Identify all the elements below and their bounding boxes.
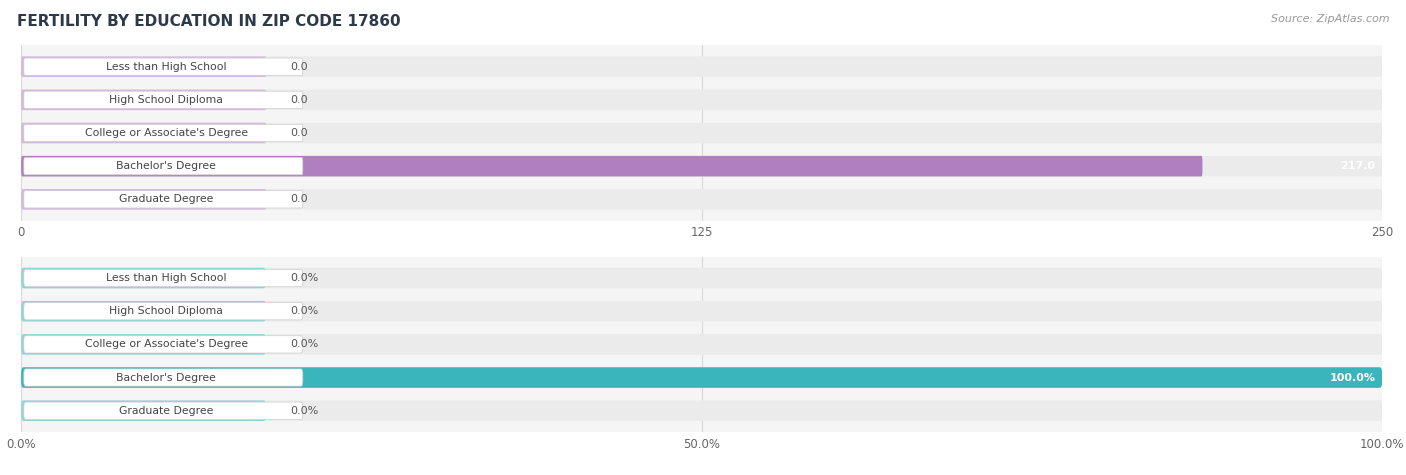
Text: College or Associate's Degree: College or Associate's Degree (84, 339, 247, 350)
FancyBboxPatch shape (24, 269, 302, 287)
FancyBboxPatch shape (21, 156, 1382, 176)
Text: High School Diploma: High School Diploma (110, 306, 224, 316)
FancyBboxPatch shape (24, 402, 302, 419)
Text: Less than High School: Less than High School (105, 273, 226, 283)
Text: 100.0%: 100.0% (1329, 372, 1375, 382)
FancyBboxPatch shape (24, 158, 302, 175)
Text: Bachelor's Degree: Bachelor's Degree (117, 372, 217, 382)
FancyBboxPatch shape (21, 334, 266, 355)
FancyBboxPatch shape (21, 123, 1382, 143)
FancyBboxPatch shape (21, 189, 266, 209)
FancyBboxPatch shape (24, 303, 302, 320)
FancyBboxPatch shape (21, 123, 266, 143)
FancyBboxPatch shape (21, 156, 1202, 176)
FancyBboxPatch shape (21, 90, 1382, 110)
FancyBboxPatch shape (24, 58, 302, 76)
Text: 0.0%: 0.0% (291, 306, 319, 316)
Text: 0.0: 0.0 (291, 62, 308, 72)
FancyBboxPatch shape (21, 268, 1382, 288)
Text: Less than High School: Less than High School (105, 62, 226, 72)
Text: College or Associate's Degree: College or Associate's Degree (84, 128, 247, 138)
FancyBboxPatch shape (21, 301, 1382, 322)
FancyBboxPatch shape (21, 189, 1382, 209)
FancyBboxPatch shape (24, 91, 302, 108)
FancyBboxPatch shape (24, 124, 302, 142)
Text: 217.0: 217.0 (1340, 161, 1375, 171)
FancyBboxPatch shape (24, 369, 302, 386)
Text: Graduate Degree: Graduate Degree (120, 194, 214, 204)
Text: Bachelor's Degree: Bachelor's Degree (117, 161, 217, 171)
Text: FERTILITY BY EDUCATION IN ZIP CODE 17860: FERTILITY BY EDUCATION IN ZIP CODE 17860 (17, 14, 401, 29)
FancyBboxPatch shape (24, 190, 302, 208)
FancyBboxPatch shape (21, 367, 1382, 388)
FancyBboxPatch shape (21, 301, 266, 322)
Text: High School Diploma: High School Diploma (110, 95, 224, 105)
Text: 0.0%: 0.0% (291, 406, 319, 416)
Text: 0.0%: 0.0% (291, 339, 319, 350)
FancyBboxPatch shape (21, 57, 266, 77)
Text: 0.0%: 0.0% (291, 273, 319, 283)
FancyBboxPatch shape (21, 367, 1382, 388)
FancyBboxPatch shape (24, 336, 302, 353)
FancyBboxPatch shape (21, 268, 266, 288)
Text: 0.0: 0.0 (291, 95, 308, 105)
Text: Source: ZipAtlas.com: Source: ZipAtlas.com (1271, 14, 1389, 24)
FancyBboxPatch shape (21, 334, 1382, 355)
Text: 0.0: 0.0 (291, 194, 308, 204)
FancyBboxPatch shape (21, 57, 1382, 77)
FancyBboxPatch shape (21, 400, 1382, 421)
FancyBboxPatch shape (21, 90, 266, 110)
Text: 0.0: 0.0 (291, 128, 308, 138)
Text: Graduate Degree: Graduate Degree (120, 406, 214, 416)
FancyBboxPatch shape (21, 400, 266, 421)
